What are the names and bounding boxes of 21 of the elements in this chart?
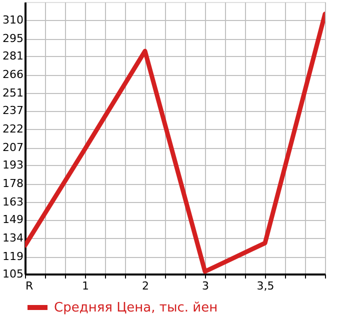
- x-tick-label: 3: [202, 280, 209, 292]
- y-tick-label: 163: [2, 196, 24, 209]
- y-tick-label: 237: [2, 104, 24, 118]
- y-tick-label: 134: [2, 232, 24, 245]
- x-tick-label: 1: [82, 280, 89, 292]
- x-tick-label: R: [26, 280, 34, 292]
- legend-label: Средняя Цена, тыс. йен: [54, 300, 218, 316]
- y-tick-label: 193: [2, 158, 24, 172]
- y-tick-label: 222: [2, 122, 24, 136]
- y-tick-label: 207: [2, 141, 24, 154]
- y-tick-label: 281: [2, 50, 24, 63]
- y-tick-label: 251: [2, 86, 24, 100]
- x-tick-label: 3,5: [256, 280, 274, 292]
- y-tick-label: 105: [2, 268, 24, 280]
- y-tick-label: 295: [2, 32, 24, 46]
- y-tick-label: 178: [2, 177, 24, 190]
- y-tick-label: 149: [2, 213, 24, 226]
- y-tick-label: 310: [2, 14, 24, 27]
- x-tick-label: 2: [142, 280, 149, 292]
- y-tick-label: 266: [2, 68, 24, 82]
- y-tick-label: 119: [2, 250, 24, 264]
